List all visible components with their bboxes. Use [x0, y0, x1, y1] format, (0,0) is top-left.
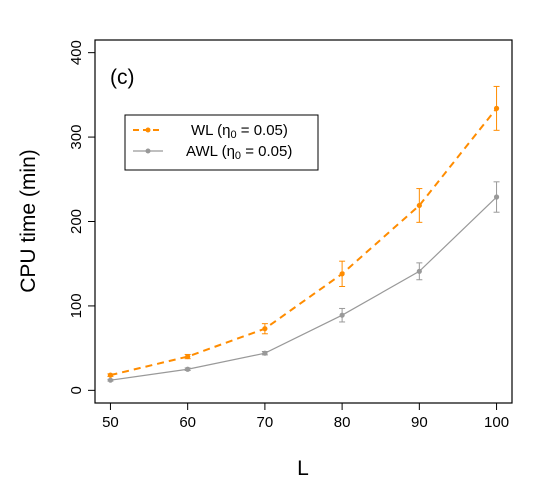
data-point: [262, 350, 268, 356]
y-axis-label: CPU time (min): [17, 149, 40, 293]
data-point: [185, 353, 191, 360]
series-line-wl: [110, 107, 498, 377]
data-point: [493, 105, 500, 111]
series-wl: [107, 85, 500, 378]
series-line-awl: [110, 196, 497, 381]
data-point: [493, 194, 500, 200]
x-tick-label: 80: [334, 414, 351, 431]
data-point: [416, 268, 422, 274]
y-tick-label: 200: [68, 209, 85, 234]
plot-frame: [94, 39, 513, 404]
legend: WL (η0 = 0.05) AWL (η0 = 0.05): [124, 114, 319, 171]
series-awl: [107, 181, 500, 383]
legend-awl-eta-value: = 0.05): [241, 143, 292, 160]
x-tick-label: 100: [484, 414, 509, 431]
legend-wl-eta-sub: 0: [230, 129, 236, 141]
series-layer: [107, 85, 500, 383]
data-point: [339, 271, 345, 277]
x-tick-label: 50: [102, 414, 119, 431]
legend-wl-label: WL (η0 = 0.05): [191, 122, 288, 141]
legend-awl-name: AWL: [186, 143, 218, 160]
y-tick-label: 100: [68, 293, 85, 318]
y-tick-label: 300: [68, 125, 85, 150]
legend-awl-label: AWL (η0 = 0.05): [186, 143, 292, 162]
legend-awl-open: (: [217, 143, 226, 160]
data-point: [416, 202, 422, 209]
x-tick-label: 90: [411, 414, 428, 431]
legend-wl-open: (: [213, 122, 222, 139]
legend-wl-eta-value: = 0.05): [237, 122, 288, 139]
data-point: [339, 312, 345, 318]
legend-awl-eta-sub: 0: [235, 150, 241, 162]
legend-wl-eta: η: [222, 122, 230, 139]
axes-ticks: 50 60 70 80 90 100 0 100 200 300 400: [68, 40, 509, 431]
legend-wl-marker: [145, 127, 151, 133]
y-tick-label: 400: [68, 40, 85, 65]
legend-box: [124, 114, 319, 171]
data-point: [107, 377, 114, 383]
x-tick-label: 70: [257, 414, 274, 431]
data-point: [262, 326, 268, 332]
legend-awl-marker: [145, 148, 151, 154]
panel-label: (c): [110, 66, 135, 89]
x-axis-label: L: [297, 457, 309, 480]
x-tick-label: 60: [179, 414, 196, 431]
data-point: [185, 366, 191, 372]
legend-wl-name: WL: [191, 122, 213, 139]
data-point: [107, 372, 114, 378]
y-tick-label: 0: [68, 386, 85, 394]
legend-awl-eta: η: [227, 143, 235, 160]
